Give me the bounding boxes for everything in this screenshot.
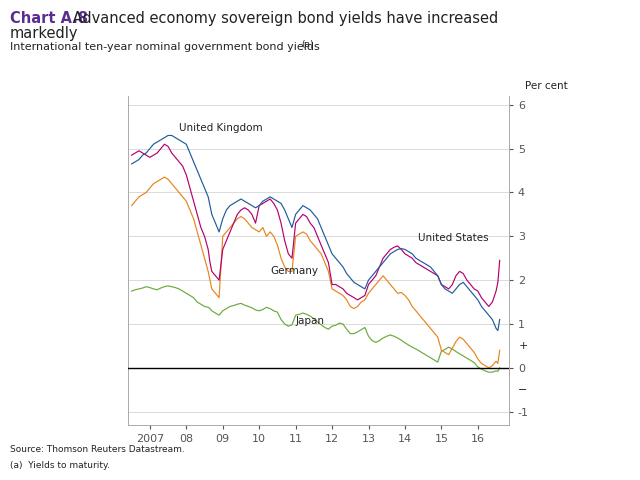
Text: markedly: markedly: [10, 26, 78, 41]
Text: (a): (a): [301, 40, 314, 49]
Text: Germany: Germany: [270, 266, 318, 276]
Text: International ten-year nominal government bond yields: International ten-year nominal governmen…: [10, 42, 319, 52]
Text: Advanced economy sovereign bond yields have increased: Advanced economy sovereign bond yields h…: [68, 11, 499, 25]
Text: Japan: Japan: [296, 316, 324, 326]
Text: +: +: [518, 341, 528, 351]
Text: United States: United States: [418, 233, 488, 243]
Text: Source: Thomson Reuters Datastream.: Source: Thomson Reuters Datastream.: [10, 445, 184, 455]
Text: Per cent: Per cent: [525, 81, 568, 91]
Text: −: −: [518, 385, 528, 395]
Text: United Kingdom: United Kingdom: [179, 123, 262, 133]
Text: Chart A.8: Chart A.8: [10, 11, 88, 25]
Text: (a)  Yields to maturity.: (a) Yields to maturity.: [10, 461, 109, 470]
